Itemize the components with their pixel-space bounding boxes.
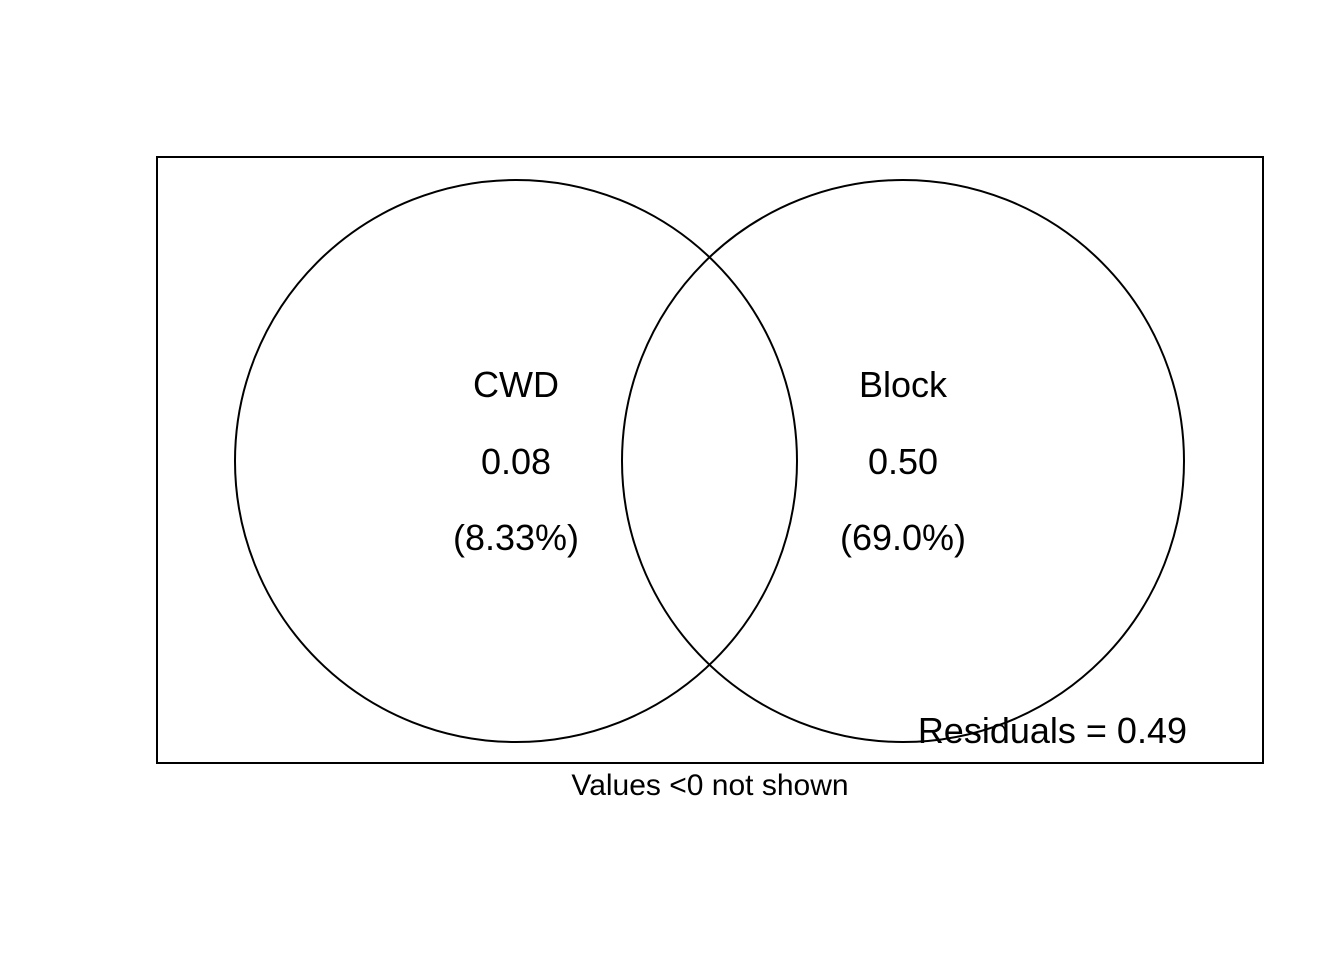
cwd-set-percent: (8.33%) [453,517,579,558]
block-set-circle [621,179,1185,743]
cwd-set-value: 0.08 [481,441,551,482]
cwd-set-label: CWD [473,364,559,405]
plot-frame [156,156,1264,764]
residuals-label: Residuals = 0.49 [918,710,1187,751]
footnote-values-not-shown: Values <0 not shown [571,769,848,802]
cwd-set-circle [234,179,798,743]
block-set-value: 0.50 [868,441,938,482]
block-set-percent: (69.0%) [840,517,966,558]
block-set-label: Block [859,364,948,405]
